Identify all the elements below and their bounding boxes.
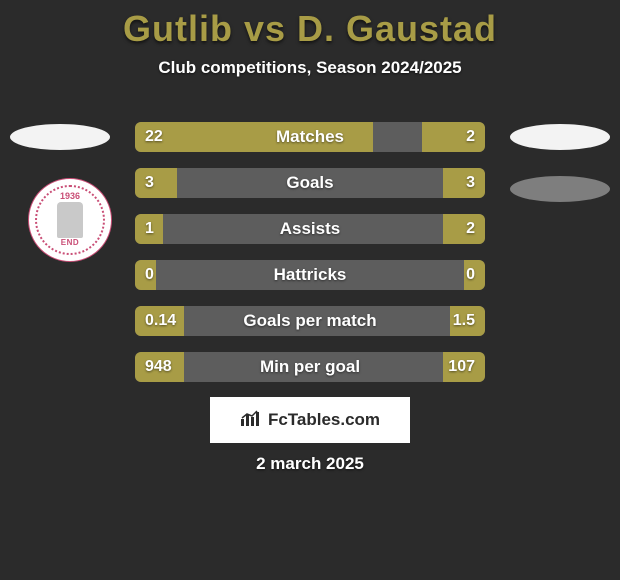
source-text: FcTables.com <box>268 410 380 430</box>
stat-value-left: 0.14 <box>145 306 176 336</box>
stat-label: Goals per match <box>135 306 485 336</box>
date-text: 2 march 2025 <box>0 454 620 474</box>
chart-icon <box>240 409 262 432</box>
stat-value-left: 3 <box>145 168 154 198</box>
stat-value-right: 3 <box>466 168 475 198</box>
player1-club-badge: 1936 END <box>28 178 112 262</box>
stat-row: 3 3Goals <box>135 168 485 198</box>
badge-figure-icon <box>57 202 83 238</box>
stat-label: Goals <box>135 168 485 198</box>
subtitle: Club competitions, Season 2024/2025 <box>0 58 620 78</box>
bar-right-fill <box>443 214 485 244</box>
club-badge-inner: 1936 END <box>35 185 105 255</box>
stat-value-right: 2 <box>466 214 475 244</box>
bar-right-fill <box>443 168 485 198</box>
stat-row: 948 107Min per goal <box>135 352 485 382</box>
stat-row: 0 0Hattricks <box>135 260 485 290</box>
stat-value-left: 0 <box>145 260 154 290</box>
stat-value-right: 107 <box>448 352 475 382</box>
source-attribution: FcTables.com <box>210 397 410 443</box>
player2-logo-placeholder <box>510 124 610 150</box>
stat-value-right: 0 <box>466 260 475 290</box>
stat-value-right: 1.5 <box>453 306 475 336</box>
stat-label: Assists <box>135 214 485 244</box>
stat-value-right: 2 <box>466 122 475 152</box>
page-title: Gutlib vs D. Gaustad <box>0 0 620 50</box>
player2-club-placeholder <box>510 176 610 202</box>
stat-row: 1 2Assists <box>135 214 485 244</box>
stat-label: Min per goal <box>135 352 485 382</box>
player1-logo-placeholder <box>10 124 110 150</box>
stat-value-left: 1 <box>145 214 154 244</box>
stats-bars: 222Matches33Goals12Assists00Hattricks0.1… <box>135 122 485 398</box>
badge-year: 1936 <box>60 191 80 201</box>
comparison-infographic: Gutlib vs D. Gaustad Club competitions, … <box>0 0 620 580</box>
badge-text: END <box>61 238 79 247</box>
bar-right-fill <box>422 122 485 152</box>
stat-value-left: 948 <box>145 352 172 382</box>
stat-value-left: 22 <box>145 122 163 152</box>
bar-left-fill <box>135 122 373 152</box>
stat-label: Hattricks <box>135 260 485 290</box>
stat-row: 0.14 1.5Goals per match <box>135 306 485 336</box>
bar-left-fill <box>135 168 177 198</box>
stat-row: 222Matches <box>135 122 485 152</box>
